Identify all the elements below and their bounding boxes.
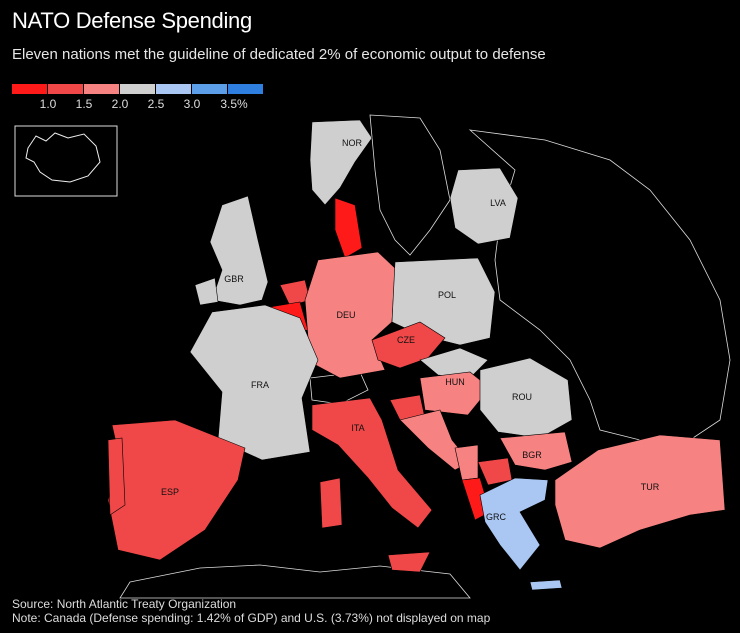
label-rou: ROU	[512, 392, 532, 402]
label-esp: ESP	[161, 487, 179, 497]
legend-swatch-7	[228, 84, 264, 94]
ireland-shape	[194, 277, 219, 306]
legend-swatch-4	[120, 84, 156, 94]
label-pol: POL	[438, 290, 456, 300]
legend-swatch-2	[48, 84, 84, 94]
legend-label: 3.5%	[220, 97, 248, 111]
legend-label: 2.5	[147, 97, 165, 111]
sardinia-shape	[319, 477, 343, 529]
label-grc: GRC	[486, 512, 507, 522]
italy-shape	[311, 397, 433, 529]
hungary-shape	[419, 371, 491, 416]
portugal-shape	[107, 437, 126, 516]
legend-label: 2.0	[111, 97, 129, 111]
source-note: Source: North Atlantic Treaty Organizati…	[12, 597, 237, 611]
france-shape	[189, 304, 319, 461]
label-cze: CZE	[397, 335, 415, 345]
greece-shape	[479, 477, 549, 571]
britain-shape	[209, 195, 269, 306]
label-nor: NOR	[342, 138, 363, 148]
label-gbr: GBR	[224, 274, 244, 284]
denmark-shape	[334, 197, 363, 259]
label-ita: ITA	[351, 423, 364, 433]
legend-swatch-6	[192, 84, 228, 94]
turkey-shape	[554, 434, 726, 549]
legend-labels: 1.0 1.5 2.0 2.5 3.0 3.5%	[12, 97, 264, 113]
legend-label: 3.0	[183, 97, 201, 111]
legend-label: 1.0	[39, 97, 57, 111]
sicily-shape	[387, 551, 431, 573]
montenegro-shape	[454, 444, 479, 481]
label-hun: HUN	[445, 377, 465, 387]
label-fra: FRA	[251, 380, 269, 390]
color-legend: 1.0 1.5 2.0 2.5 3.0 3.5%	[12, 84, 264, 113]
sweden-outline	[369, 114, 451, 256]
bulgaria-shape	[499, 431, 573, 471]
norway-shape	[309, 119, 373, 206]
slovakia-shape	[419, 347, 489, 379]
north-africa-outline	[119, 564, 471, 599]
footnote: Note: Canada (Defense spending: 1.42% of…	[12, 611, 491, 625]
map-subtitle: Eleven nations met the guideline of dedi…	[12, 46, 546, 63]
footer: Source: North Atlantic Treaty Organizati…	[12, 597, 490, 625]
crete-shape	[529, 579, 563, 591]
label-tur: TUR	[641, 482, 660, 492]
romania-shape	[479, 357, 573, 439]
label-deu: DEU	[336, 310, 355, 320]
label-lva: LVA	[490, 198, 506, 208]
legend-label: 1.5	[75, 97, 93, 111]
legend-swatch-1	[12, 84, 48, 94]
iceland-inset-frame	[14, 125, 118, 197]
legend-swatch-5	[156, 84, 192, 94]
legend-swatch-3	[84, 84, 120, 94]
legend-swatches	[12, 84, 264, 94]
baltics-shape	[449, 167, 519, 245]
label-bgr: BGR	[522, 450, 542, 460]
map-title: NATO Defense Spending	[12, 8, 252, 33]
iceland-outline	[25, 132, 101, 183]
north-macedonia-shape	[477, 457, 513, 486]
